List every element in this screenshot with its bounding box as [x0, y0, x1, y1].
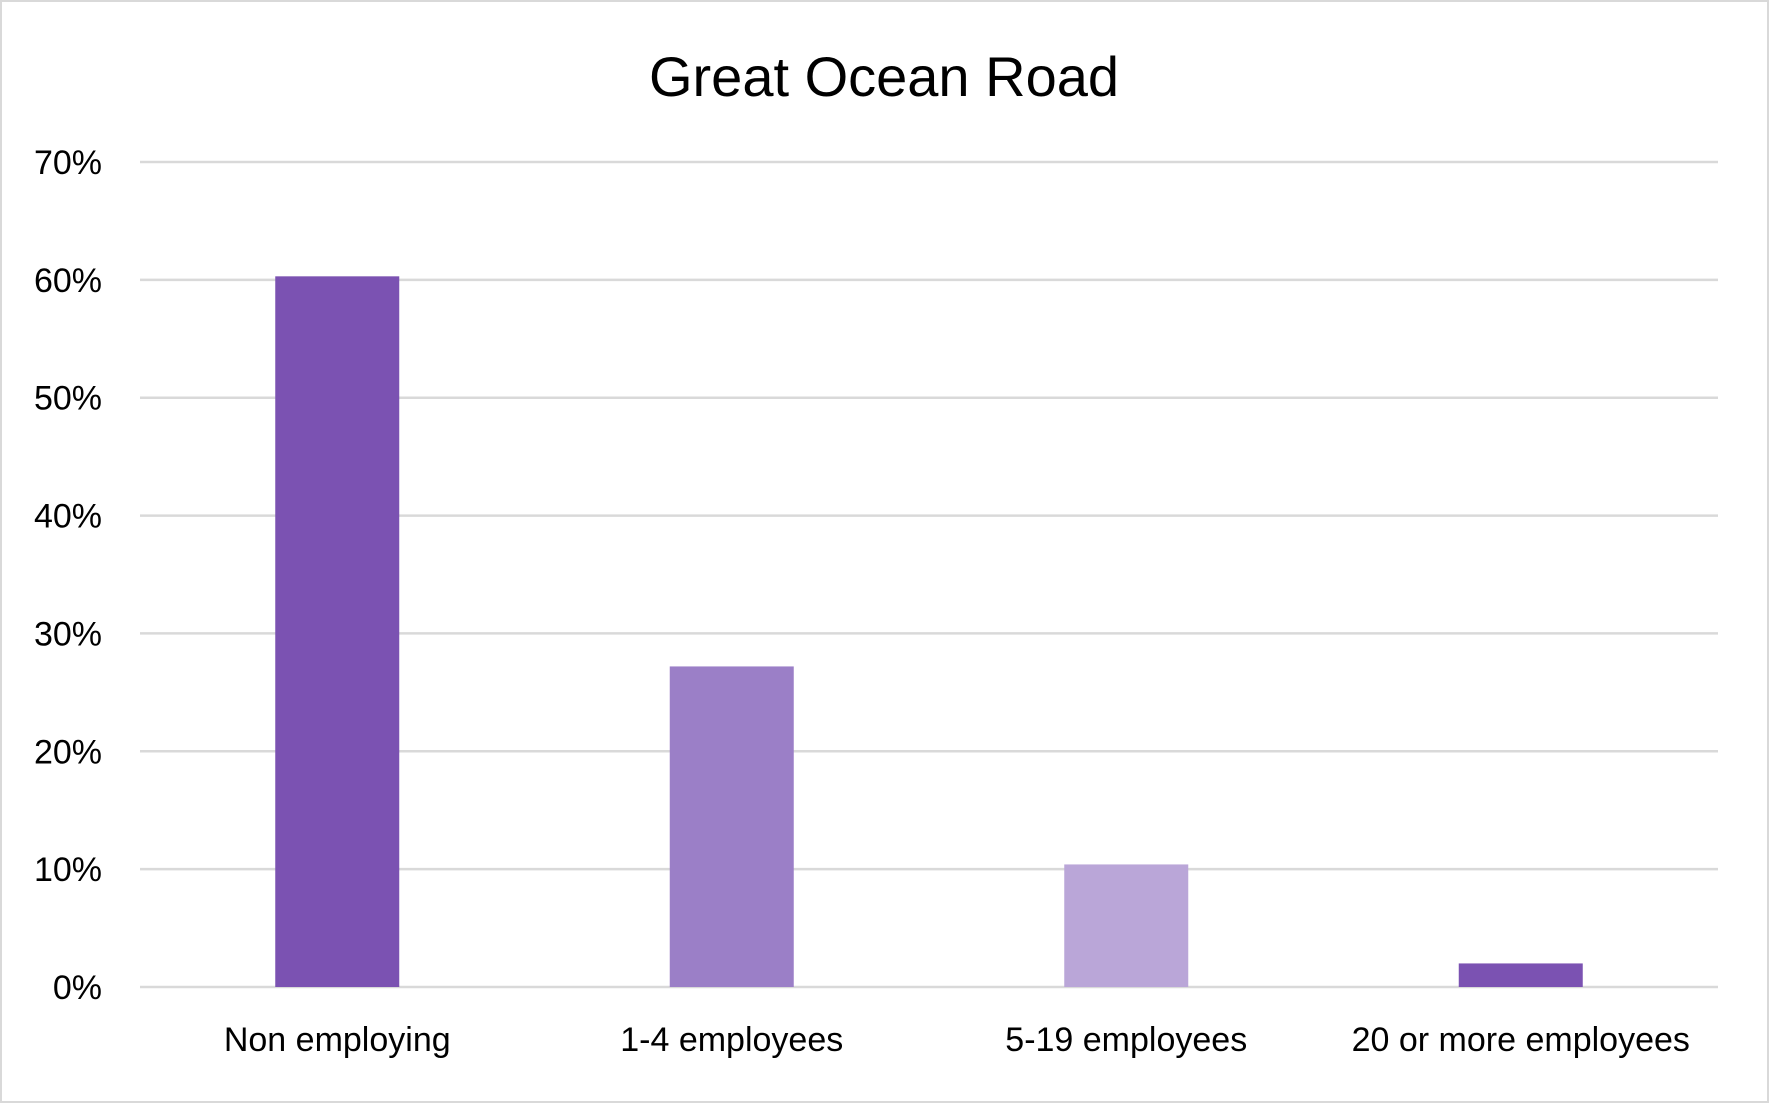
y-tick-label: 40%: [34, 498, 102, 536]
y-tick-label: 0%: [53, 969, 102, 1007]
bar: [1458, 963, 1583, 987]
x-axis-categories: Non employing 1-4 employees 5-19 employees…: [224, 1021, 1690, 1059]
x-category-label: Non employing: [224, 1021, 451, 1059]
x-category-label: 1-4 employees: [620, 1021, 843, 1059]
y-axis-ticks: 0% 10% 20% 30% 40% 50% 60% 70%: [34, 144, 102, 1007]
y-tick-label: 30%: [34, 615, 102, 653]
y-tick-label: 70%: [34, 144, 102, 182]
bar: [1064, 864, 1189, 987]
y-tick-label: 60%: [34, 262, 102, 300]
chart-title: Great Ocean Road: [649, 45, 1119, 108]
y-tick-label: 10%: [34, 851, 102, 889]
bar: [669, 666, 794, 987]
bar: [275, 276, 400, 988]
y-tick-label: 20%: [34, 733, 102, 771]
y-tick-label: 50%: [34, 380, 102, 418]
gridlines: [140, 160, 1718, 989]
bars: [275, 276, 1583, 988]
x-category-label: 20 or more employees: [1352, 1021, 1690, 1059]
x-category-label: 5-19 employees: [1005, 1021, 1247, 1059]
